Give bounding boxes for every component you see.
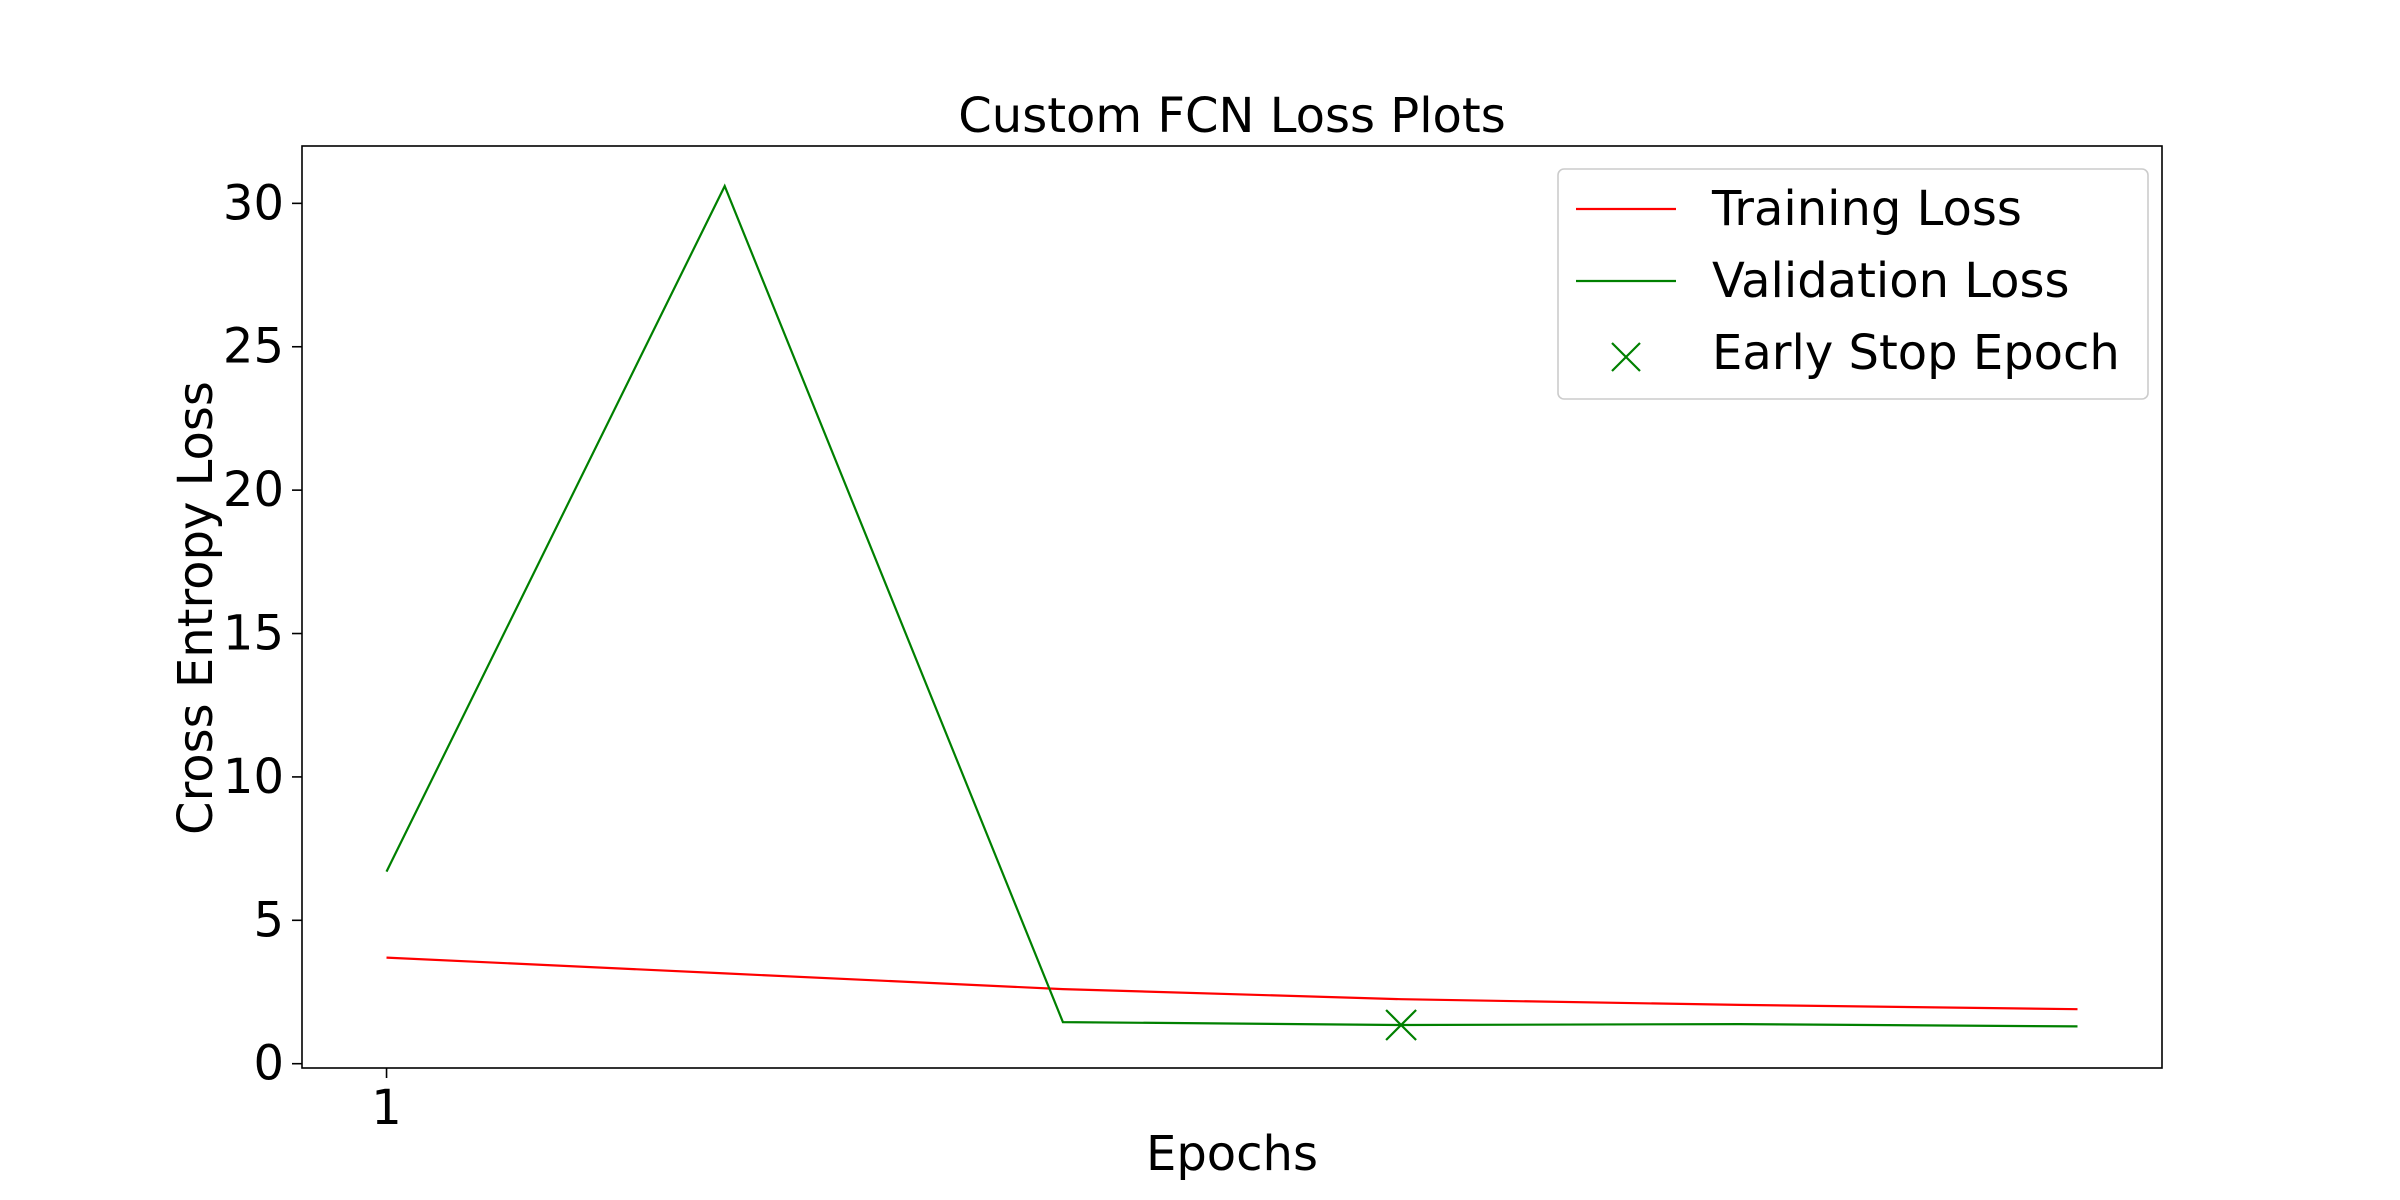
legend-early-stop-epoch-swatch-stroke xyxy=(1611,342,1641,372)
legend: Training Loss Validation Loss Early Stop E… xyxy=(1557,168,2149,400)
y-tick-label: 0 xyxy=(253,1036,284,1092)
y-axis-label: Cross Entropy Loss xyxy=(168,381,224,835)
legend-box xyxy=(1557,168,2149,400)
validation-loss-line xyxy=(385,183,2078,1028)
y-tick-label: 20 xyxy=(223,462,284,518)
y-tick-label: 15 xyxy=(223,606,284,662)
early-stop-marker xyxy=(1385,1009,1417,1041)
legend-early-stop-epoch-swatch xyxy=(1611,342,1641,372)
plot-area: 0 5 10 15 20 25 30 1 xyxy=(223,145,2163,1136)
y-tick-label: 10 xyxy=(223,749,284,805)
chart-title: Custom FCN Loss Plots xyxy=(958,88,1505,144)
y-tick-label: 25 xyxy=(223,319,284,375)
legend-training-loss-label: Training Loss xyxy=(1711,181,2022,237)
legend-validation-loss-label: Validation Loss xyxy=(1712,253,2070,309)
early-stop-marker-stroke xyxy=(1385,1009,1417,1041)
training-loss-line xyxy=(386,956,2078,1011)
y-tick-label: 30 xyxy=(223,175,284,231)
x-axis-label: Epochs xyxy=(1146,1126,1318,1182)
legend-early-stop-epoch-label: Early Stop Epoch xyxy=(1712,325,2120,381)
axes-frame xyxy=(301,145,2163,1069)
y-tick-label: 5 xyxy=(253,892,284,948)
x-tick-label: 1 xyxy=(371,1080,402,1136)
